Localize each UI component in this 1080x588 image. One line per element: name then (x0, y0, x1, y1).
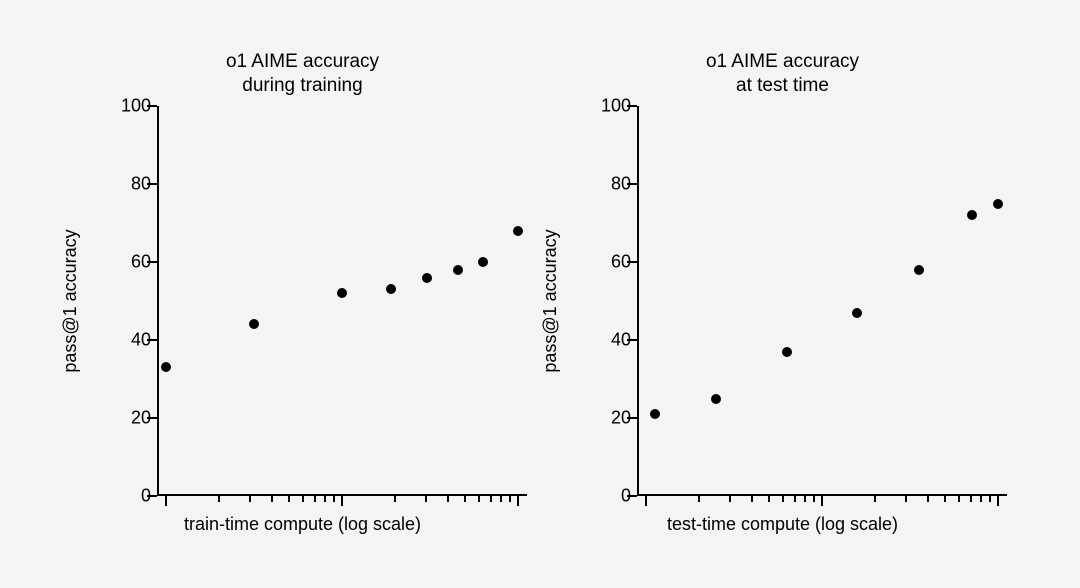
data-point (422, 273, 432, 283)
y-tick-label: 100 (589, 96, 631, 117)
y-tick (147, 183, 157, 185)
y-tick-label: 100 (109, 96, 151, 117)
x-minor-tick (989, 496, 991, 502)
data-point (993, 199, 1003, 209)
y-tick (627, 339, 637, 341)
left-plot-box: pass@1 accuracy 020406080100 (75, 106, 530, 496)
data-point (478, 257, 488, 267)
y-tick-label: 20 (589, 408, 631, 429)
y-tick (147, 417, 157, 419)
x-major-tick (165, 496, 167, 506)
x-minor-tick (464, 496, 466, 502)
left-y-axis-line (157, 106, 159, 496)
right-plot-area (637, 106, 1007, 496)
x-minor-tick (249, 496, 251, 502)
right-plot-box: pass@1 accuracy 020406080100 (555, 106, 1010, 496)
data-point (161, 362, 171, 372)
right-chart-panel: o1 AIME accuracy at test time pass@1 acc… (555, 50, 1010, 550)
x-minor-tick (425, 496, 427, 502)
x-minor-tick (314, 496, 316, 502)
x-minor-tick (768, 496, 770, 502)
x-minor-tick (804, 496, 806, 502)
x-minor-tick (394, 496, 396, 502)
x-minor-tick (333, 496, 335, 502)
x-minor-tick (500, 496, 502, 502)
y-tick-label: 0 (109, 486, 151, 507)
x-minor-tick (927, 496, 929, 502)
x-minor-tick (324, 496, 326, 502)
data-point (650, 409, 660, 419)
left-chart-panel: o1 AIME accuracy during training pass@1 … (75, 50, 530, 550)
x-major-tick (645, 496, 647, 506)
y-tick (627, 495, 637, 497)
y-tick (627, 261, 637, 263)
y-tick-label: 60 (109, 252, 151, 273)
x-minor-tick (874, 496, 876, 502)
x-minor-tick (944, 496, 946, 502)
x-major-tick (821, 496, 823, 506)
data-point (386, 284, 396, 294)
x-minor-tick (751, 496, 753, 502)
y-tick-label: 40 (589, 330, 631, 351)
y-tick (147, 495, 157, 497)
data-point (513, 226, 523, 236)
y-tick (627, 105, 637, 107)
x-minor-tick (509, 496, 511, 502)
data-point (852, 308, 862, 318)
data-point (453, 265, 463, 275)
left-y-axis-label: pass@1 accuracy (60, 229, 81, 372)
y-tick (147, 261, 157, 263)
x-minor-tick (813, 496, 815, 502)
data-point (337, 288, 347, 298)
x-major-tick (517, 496, 519, 506)
x-major-tick (997, 496, 999, 506)
figure-canvas: o1 AIME accuracy during training pass@1 … (0, 0, 1080, 588)
y-tick-label: 20 (109, 408, 151, 429)
y-tick-label: 80 (589, 174, 631, 195)
y-tick (147, 339, 157, 341)
right-x-axis-label: test-time compute (log scale) (555, 514, 1010, 535)
y-tick-label: 0 (589, 486, 631, 507)
x-minor-tick (218, 496, 220, 502)
data-point (711, 394, 721, 404)
x-major-tick (341, 496, 343, 506)
x-minor-tick (980, 496, 982, 502)
data-point (782, 347, 792, 357)
x-minor-tick (782, 496, 784, 502)
data-point (914, 265, 924, 275)
x-minor-tick (447, 496, 449, 502)
x-minor-tick (478, 496, 480, 502)
x-minor-tick (905, 496, 907, 502)
x-minor-tick (970, 496, 972, 502)
right-y-axis-label: pass@1 accuracy (540, 229, 561, 372)
right-y-axis-line (637, 106, 639, 496)
data-point (967, 210, 977, 220)
x-minor-tick (698, 496, 700, 502)
y-tick (627, 183, 637, 185)
left-x-axis-label: train-time compute (log scale) (75, 514, 530, 535)
left-plot-area (157, 106, 527, 496)
y-tick (147, 105, 157, 107)
y-tick-label: 40 (109, 330, 151, 351)
x-minor-tick (958, 496, 960, 502)
x-minor-tick (729, 496, 731, 502)
y-tick-label: 60 (589, 252, 631, 273)
x-minor-tick (490, 496, 492, 502)
data-point (249, 319, 259, 329)
y-tick-label: 80 (109, 174, 151, 195)
y-tick (627, 417, 637, 419)
x-minor-tick (794, 496, 796, 502)
x-minor-tick (302, 496, 304, 502)
x-minor-tick (288, 496, 290, 502)
x-minor-tick (271, 496, 273, 502)
